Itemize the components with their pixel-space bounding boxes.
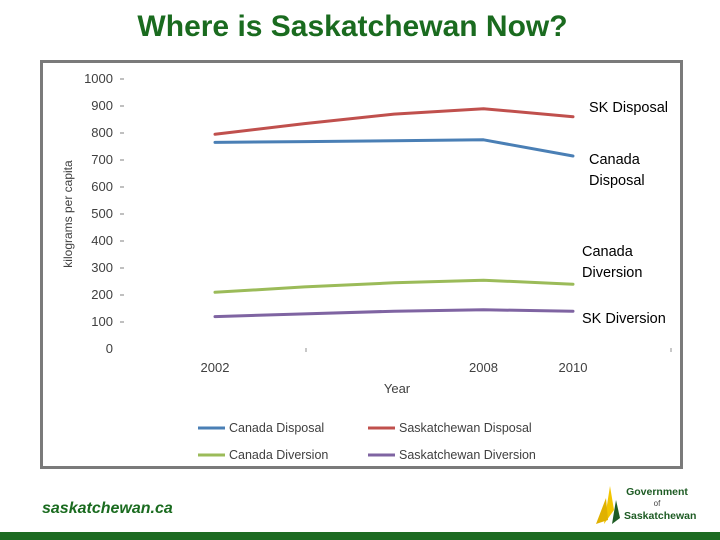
y-tick-label: 300 [91,260,113,275]
legend-label: Saskatchewan Disposal [399,421,532,435]
series-line [213,308,575,319]
y-tick-label: 900 [91,98,113,113]
series-annotation: SK Disposal [589,100,668,116]
x-tick-label: 2010 [559,360,588,375]
series-annotation: Canada [589,152,641,168]
slide-title: Where is Saskatchewan Now? [137,10,568,43]
logo-line-of: of [653,499,661,508]
y-tick-label: 500 [91,206,113,221]
x-tick-label: 2008 [469,360,498,375]
series-annotation: Diversion [582,265,642,281]
government-logo-icon [596,486,620,524]
y-tick-label: 0 [106,341,113,356]
series-annotation: SK Diversion [582,311,666,327]
series-line [213,278,575,294]
logo-line-government: Government [626,486,688,498]
y-axis-label: kilograms per capita [61,160,75,268]
legend-label: Canada Disposal [229,421,324,435]
y-tick-label: 700 [91,152,113,167]
series-line [213,107,575,136]
footer-site-link[interactable]: saskatchewan.ca [42,500,173,517]
y-tick-label: 1000 [84,71,113,86]
government-logo-text: Government of Saskatchewan [624,486,697,522]
series-annotation: Canada [582,244,634,260]
y-tick-label: 800 [91,125,113,140]
x-tick-label: 2002 [201,360,230,375]
y-tick-label: 600 [91,179,113,194]
logo-line-saskatchewan: Saskatchewan [624,510,697,522]
y-tick-label: 100 [91,314,113,329]
footer-bar [0,532,720,540]
y-tick-label: 400 [91,233,113,248]
series-line [213,138,575,158]
legend-label: Saskatchewan Diversion [399,448,536,462]
legend-label: Canada Diversion [229,448,328,462]
chart-frame: 0 100 200 300 400 500 600 700 800 900 1000 kilogram… [40,60,683,469]
line-chart: 0 100 200 300 400 500 600 700 800 900 1000 kilogram… [61,71,672,462]
x-axis-label: Year [384,381,411,396]
series-annotation: Disposal [589,173,645,189]
y-tick-label: 200 [91,287,113,302]
